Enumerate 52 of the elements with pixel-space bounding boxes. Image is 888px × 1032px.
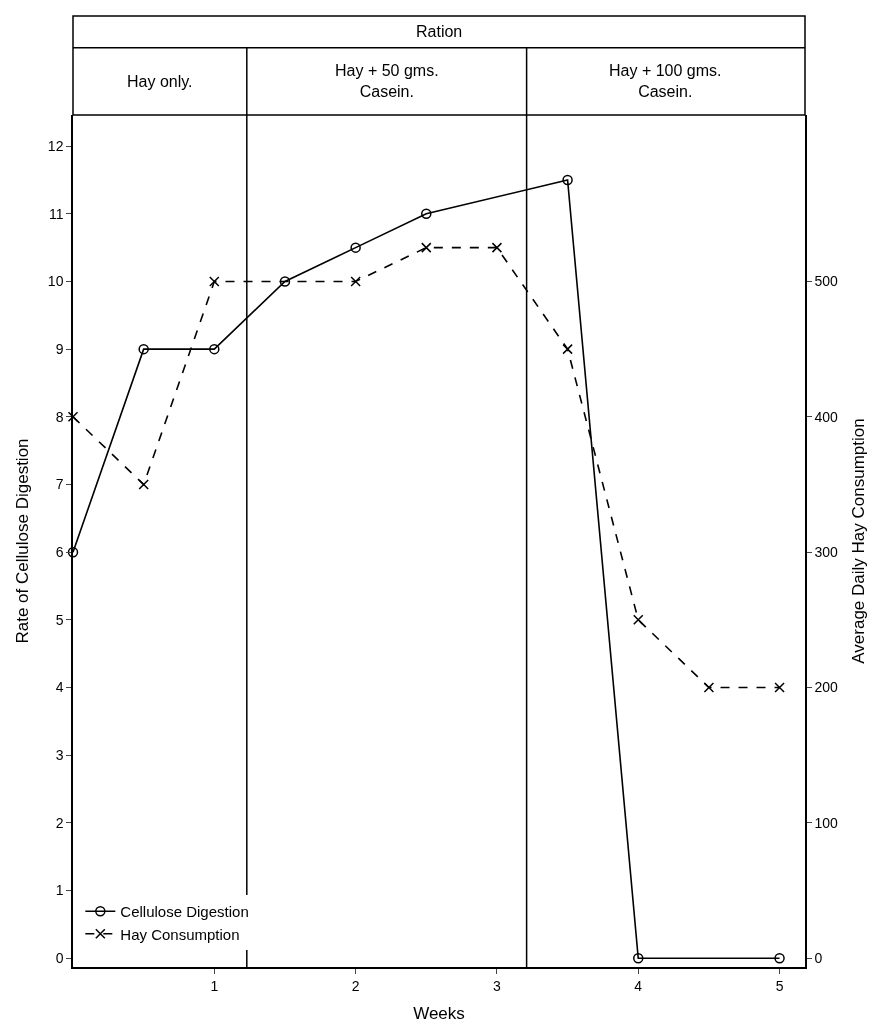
point bbox=[350, 276, 361, 287]
point bbox=[421, 242, 432, 253]
point bbox=[67, 411, 79, 423]
x-tick-label: 4 bbox=[634, 977, 643, 994]
y-tick-label: 11 bbox=[48, 205, 64, 222]
point bbox=[562, 174, 573, 186]
y-tick-label: 4 bbox=[55, 679, 64, 696]
y-axis-title: Rate of Cellulose Digestion bbox=[12, 438, 32, 644]
point bbox=[774, 952, 785, 964]
y-tick-label: 5 bbox=[55, 611, 64, 628]
point bbox=[562, 343, 573, 355]
point bbox=[67, 546, 79, 558]
x-tick-label: 2 bbox=[351, 977, 360, 994]
y2-axis-title: Average Daily Hay Consumption bbox=[849, 418, 869, 664]
x-tick-label: 5 bbox=[775, 977, 784, 994]
y-tick-label: 12 bbox=[47, 138, 64, 155]
y2-tick-label: 300 bbox=[814, 544, 839, 561]
text: Hay only. bbox=[127, 73, 193, 90]
point bbox=[209, 343, 220, 355]
legend-label: Cellulose Digestion bbox=[120, 903, 249, 921]
point bbox=[491, 242, 503, 253]
point bbox=[703, 682, 715, 693]
point bbox=[138, 479, 149, 490]
point bbox=[421, 208, 432, 220]
y-tick-label: 9 bbox=[55, 341, 64, 358]
y-tick-label: 3 bbox=[55, 747, 64, 764]
y2-tick-label: 100 bbox=[814, 814, 839, 831]
point bbox=[633, 614, 644, 626]
y-tick-label: 10 bbox=[47, 273, 64, 290]
y-tick-label: 2 bbox=[55, 814, 64, 831]
x-tick-label: 1 bbox=[210, 977, 219, 994]
y-tick-label: 0 bbox=[55, 950, 64, 967]
point bbox=[633, 952, 644, 964]
point bbox=[209, 276, 220, 287]
point bbox=[138, 343, 149, 355]
y-tick-label: 8 bbox=[55, 408, 64, 425]
y-tick-label: 1 bbox=[55, 882, 64, 899]
legend-label: Hay Consumption bbox=[120, 925, 240, 943]
point bbox=[350, 242, 361, 253]
y2-tick-label: 0 bbox=[814, 950, 823, 967]
x-tick-label: 3 bbox=[493, 977, 502, 994]
y2-tick-label: 400 bbox=[814, 408, 839, 425]
point bbox=[774, 682, 785, 693]
y-tick-label: 7 bbox=[55, 476, 64, 493]
y2-tick-label: 200 bbox=[814, 679, 839, 696]
y-tick-label: 6 bbox=[55, 544, 64, 561]
text: Hay + 50 gms. Casein. bbox=[335, 62, 439, 100]
y2-tick-label: 500 bbox=[814, 273, 839, 290]
x-axis-title: Weeks bbox=[413, 1004, 465, 1024]
point bbox=[279, 276, 291, 287]
text: Hay + 100 gms. Casein. bbox=[609, 62, 722, 100]
text: Ration bbox=[416, 23, 463, 40]
